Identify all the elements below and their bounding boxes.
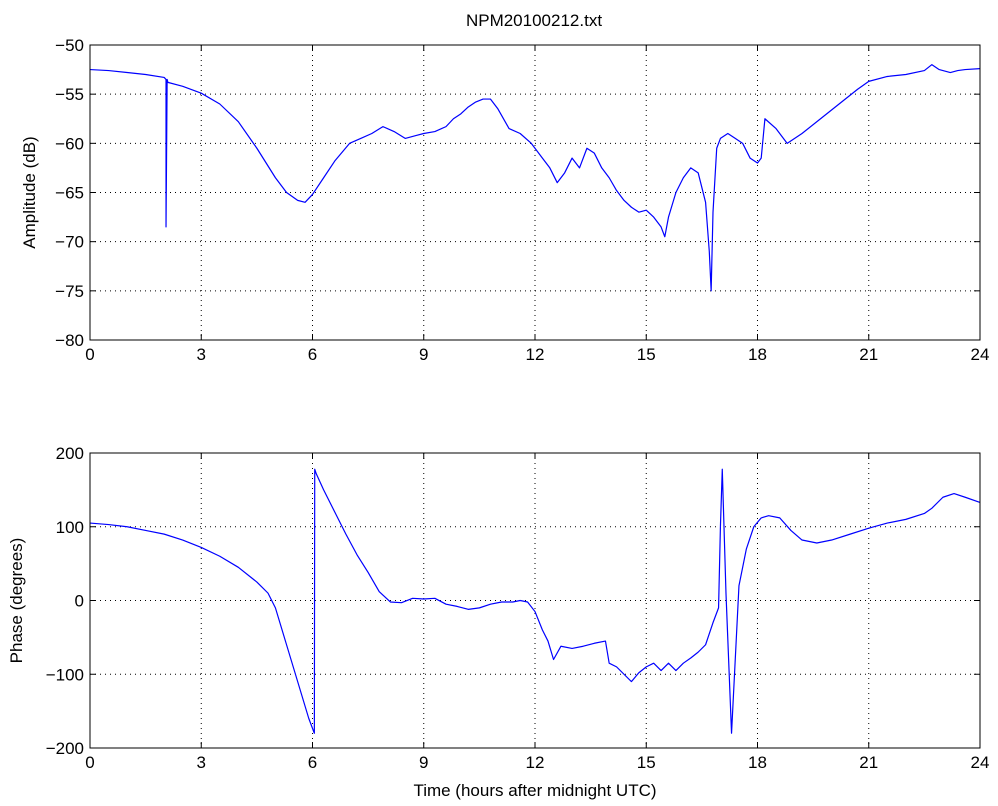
phase-x-axis-label: Time (hours after midnight UTC) bbox=[413, 781, 656, 800]
phase-y-axis-label: Phase (degrees) bbox=[7, 538, 26, 664]
amplitude-y-tick-label: −70 bbox=[55, 233, 84, 252]
amplitude-x-tick-label: 12 bbox=[526, 345, 545, 364]
phase-x-tick-label: 6 bbox=[308, 753, 317, 772]
amplitude-x-tick-label: 6 bbox=[308, 345, 317, 364]
amplitude-y-axis-label: Amplitude (dB) bbox=[20, 136, 39, 248]
phase-x-tick-label: 9 bbox=[419, 753, 428, 772]
phase-x-tick-label: 12 bbox=[526, 753, 545, 772]
phase-x-tick-label: 21 bbox=[859, 753, 878, 772]
phase-y-tick-label: −100 bbox=[46, 665, 84, 684]
amplitude-series-line bbox=[89, 64, 981, 292]
phase-y-tick-label: 200 bbox=[56, 444, 84, 463]
amplitude-x-tick-label: 18 bbox=[748, 345, 767, 364]
amplitude-panel: 0 3 6 9 12 15 18 21 24 −80 −75 −70 −65 −60 −55 −50 Ampli… bbox=[20, 36, 989, 364]
amplitude-y-tick-label: −60 bbox=[55, 134, 84, 153]
phase-series-line bbox=[89, 468, 981, 734]
amplitude-y-tick-label: −55 bbox=[55, 85, 84, 104]
amplitude-y-tick-label: −80 bbox=[55, 331, 84, 350]
amplitude-x-tick-label: 24 bbox=[971, 345, 990, 364]
amplitude-y-tick-label: −50 bbox=[55, 36, 84, 55]
amplitude-x-tick-label: 15 bbox=[637, 345, 656, 364]
phase-panel: 0 3 6 9 12 15 18 21 24 −200 −100 0 100 200 Phase (degr… bbox=[7, 444, 989, 800]
phase-x-tick-label: 24 bbox=[971, 753, 990, 772]
phase-y-tick-label: 100 bbox=[56, 518, 84, 537]
amplitude-x-tick-label: 3 bbox=[197, 345, 206, 364]
amplitude-x-tick-label: 21 bbox=[859, 345, 878, 364]
figure-title: NPM20100212.txt bbox=[466, 11, 602, 30]
amplitude-x-tick-label: 9 bbox=[419, 345, 428, 364]
amplitude-y-tick-label: −75 bbox=[55, 282, 84, 301]
phase-x-tick-label: 3 bbox=[197, 753, 206, 772]
amplitude-y-tick-label: −65 bbox=[55, 184, 84, 203]
phase-x-tick-label: 0 bbox=[85, 753, 94, 772]
phase-y-tick-label: 0 bbox=[75, 592, 84, 611]
amplitude-x-tick-label: 0 bbox=[85, 345, 94, 364]
phase-y-tick-label: −200 bbox=[46, 739, 84, 758]
phase-x-tick-label: 18 bbox=[748, 753, 767, 772]
phase-x-tick-label: 15 bbox=[637, 753, 656, 772]
